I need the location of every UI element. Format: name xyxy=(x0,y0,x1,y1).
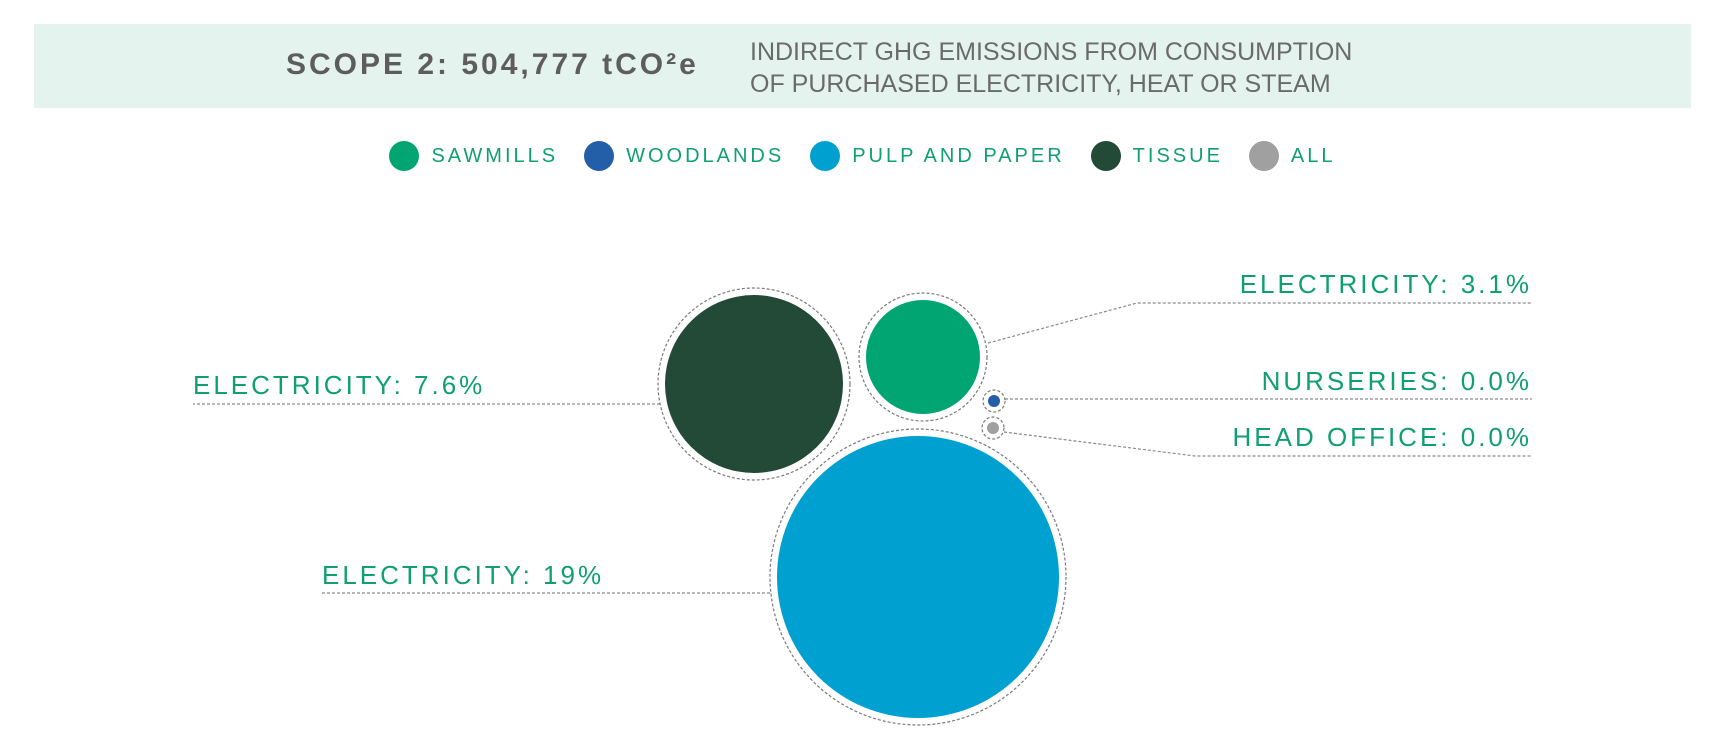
bubble-ring-woodlands xyxy=(982,389,1006,413)
scope-description: INDIRECT GHG EMISSIONS FROM CONSUMPTION … xyxy=(750,36,1352,100)
bubble-sawmills xyxy=(866,300,980,414)
legend-label-sawmills: SAWMILLS xyxy=(431,144,559,167)
legend-item-pulp-and-paper: PULP AND PAPER xyxy=(810,141,1064,171)
legend-label-pulp-and-paper: PULP AND PAPER xyxy=(852,144,1065,167)
callout-label-sawmills: ELECTRICITY: 3.1% xyxy=(1240,269,1532,299)
leader-line-all xyxy=(1003,431,1532,457)
legend-swatch-woodlands xyxy=(584,141,615,171)
bubble-ring-tissue xyxy=(657,287,851,481)
legend-item-tissue: TISSUE xyxy=(1090,141,1223,171)
callout-label-woodlands: NURSERIES: 0.0% xyxy=(1262,366,1532,396)
callout-label-pulp-and-paper: ELECTRICITY: 19% xyxy=(322,560,604,590)
scope-description-line-1: INDIRECT GHG EMISSIONS FROM CONSUMPTION xyxy=(750,38,1353,66)
legend-swatch-all xyxy=(1248,141,1279,171)
bubble-pulp-and-paper xyxy=(777,436,1059,718)
legend-swatch-pulp-and-paper xyxy=(810,141,841,171)
leader-line-sawmills xyxy=(987,302,1532,344)
legend-label-woodlands: WOODLANDS xyxy=(626,144,785,167)
legend-item-woodlands: WOODLANDS xyxy=(584,141,784,171)
legend-label-all: ALL xyxy=(1290,144,1336,167)
legend-swatch-sawmills xyxy=(389,141,420,171)
bubble-ring-sawmills xyxy=(858,292,988,422)
legend-label-tissue: TISSUE xyxy=(1132,144,1223,167)
legend-item-all: ALL xyxy=(1248,141,1336,171)
legend-item-sawmills: SAWMILLS xyxy=(389,141,558,171)
callout-label-all: HEAD OFFICE: 0.0% xyxy=(1233,422,1533,452)
legend-swatch-tissue xyxy=(1090,141,1121,171)
bubble-tissue xyxy=(665,295,843,473)
bubble-ring-all xyxy=(981,416,1005,440)
header-banner: SCOPE 2: 504,777 tCO²e INDIRECT GHG EMIS… xyxy=(34,24,1691,108)
callout-label-tissue: ELECTRICITY: 7.6% xyxy=(193,370,485,400)
bubble-all xyxy=(987,422,999,434)
scope-description-line-2: OF PURCHASED ELECTRICITY, HEAT OR STEAM xyxy=(750,70,1331,98)
scope-title: SCOPE 2: 504,777 tCO²e xyxy=(286,48,699,81)
bubble-woodlands xyxy=(988,395,1000,407)
legend: SAWMILLS WOODLANDS PULP AND PAPER TISSUE… xyxy=(0,139,1725,173)
bubble-ring-pulp-and-paper xyxy=(769,428,1067,726)
